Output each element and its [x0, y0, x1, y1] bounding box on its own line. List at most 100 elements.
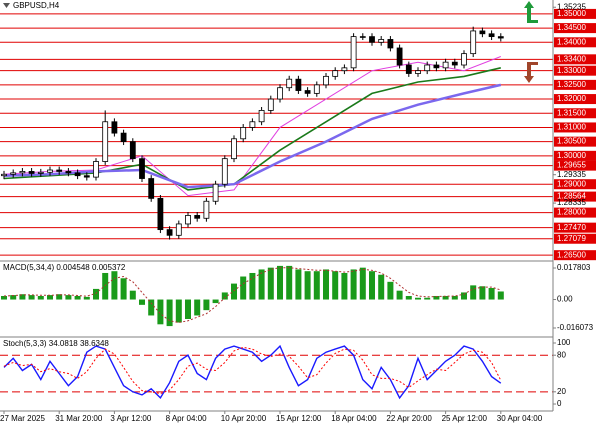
candle-body	[212, 183, 219, 202]
level-label: 1.34500	[557, 23, 586, 32]
macd-bar	[148, 299, 155, 316]
level-label-bg	[554, 79, 596, 90]
macd-bar	[10, 295, 17, 300]
candle-body	[240, 127, 247, 140]
moving-average	[3, 83, 502, 189]
level-label: 1.28000	[557, 208, 586, 217]
macd-bar	[111, 271, 118, 300]
candle-body	[139, 158, 145, 179]
x-tick-label: 30 Apr 04:00	[497, 414, 543, 423]
macd-bar	[74, 295, 81, 300]
macd-bar	[332, 271, 339, 300]
candle-body	[148, 178, 155, 199]
candle-body	[267, 98, 274, 111]
macd-bar	[139, 299, 145, 305]
level-label: 1.27079	[557, 234, 586, 243]
macd-bar	[267, 267, 274, 300]
macd-bar	[157, 299, 164, 325]
macd-bar	[258, 269, 265, 300]
macd-bar	[47, 295, 53, 300]
macd-bar	[102, 272, 109, 300]
level-label-bg	[554, 136, 596, 147]
level-label-bg	[554, 150, 596, 161]
level-label: 1.29655	[557, 161, 586, 170]
x-tick-label: 22 Apr 20:00	[386, 414, 432, 423]
macd-bar	[415, 297, 421, 300]
candle-body	[185, 215, 191, 225]
level-label-bg	[554, 160, 596, 171]
macd-title: MACD(5,34,4) 0.004548 0.005372	[3, 263, 126, 272]
candle-body	[286, 78, 293, 89]
macd-bar	[93, 288, 99, 300]
level-label: 1.33000	[557, 66, 586, 75]
x-tick-label: 27 Mar 2025	[0, 414, 45, 423]
symbol-icon	[3, 3, 10, 8]
candle-body	[157, 198, 164, 231]
candle-body	[249, 121, 256, 128]
candle-body	[65, 171, 72, 174]
macd-bar	[185, 299, 191, 320]
level-label: 1.32000	[557, 94, 586, 103]
candle-body	[1, 173, 7, 177]
macd-bar	[295, 269, 302, 300]
macd-bar	[129, 290, 136, 300]
candle-body	[74, 172, 81, 177]
macd-bar	[313, 271, 320, 300]
macd-bar	[166, 299, 173, 327]
level-label-bg	[554, 108, 596, 119]
candle-body	[479, 30, 486, 35]
level-label: 1.31500	[557, 108, 586, 117]
level-label-bg	[554, 191, 596, 202]
level-label: 1.27470	[557, 223, 586, 232]
level-label-bg	[554, 23, 596, 34]
y-tick-label: 0.017803	[557, 263, 591, 272]
macd-bar	[424, 297, 431, 300]
macd-bar	[286, 265, 293, 300]
x-tick-label: 15 Apr 12:00	[276, 414, 322, 423]
candle-body	[19, 171, 26, 174]
macd-bar	[120, 278, 127, 300]
level-label-bg	[554, 207, 596, 218]
macd-bar	[240, 276, 247, 300]
level-label-bg	[554, 233, 596, 244]
level-label: 1.33400	[557, 54, 586, 63]
macd-bar	[369, 271, 375, 300]
level-label-bg	[554, 222, 596, 233]
candle-body	[111, 121, 118, 134]
level-label: 1.28564	[557, 192, 586, 201]
down-arrow-icon	[524, 62, 538, 83]
candle-body	[341, 67, 348, 72]
level-label: 1.30000	[557, 151, 586, 160]
level-label: 1.26500	[557, 250, 586, 259]
macd-bar	[470, 285, 477, 300]
candle-body	[313, 84, 320, 94]
moving-average	[3, 56, 501, 197]
level-label: 1.32500	[557, 80, 586, 89]
macd-bar	[304, 271, 311, 300]
x-tick-label: 18 Apr 04:00	[331, 414, 377, 423]
x-tick-label: 25 Apr 12:00	[442, 414, 488, 423]
candle-body	[221, 158, 228, 185]
x-tick-label: 3 Apr 12:00	[110, 414, 151, 423]
y-tick-label: 0	[557, 399, 562, 408]
candle-body	[129, 141, 136, 160]
macd-bar	[65, 295, 72, 300]
macd-bar	[203, 299, 210, 311]
macd-bar	[359, 267, 366, 300]
candle-body	[378, 39, 385, 43]
macd-bar	[451, 295, 458, 300]
macd-bar	[378, 274, 385, 300]
macd-bar	[37, 295, 44, 300]
level-label: 1.31000	[557, 123, 586, 132]
y-tick-label: 0.00	[557, 295, 573, 304]
level-label-bg	[554, 94, 596, 105]
macd-bar	[28, 295, 35, 300]
macd-bar	[1, 295, 7, 300]
candle-body	[405, 64, 412, 74]
level-label-bg	[554, 65, 596, 76]
macd-bar	[56, 294, 63, 300]
candle-body	[497, 36, 504, 39]
candle-body	[37, 171, 44, 174]
macd-bar	[323, 269, 329, 300]
